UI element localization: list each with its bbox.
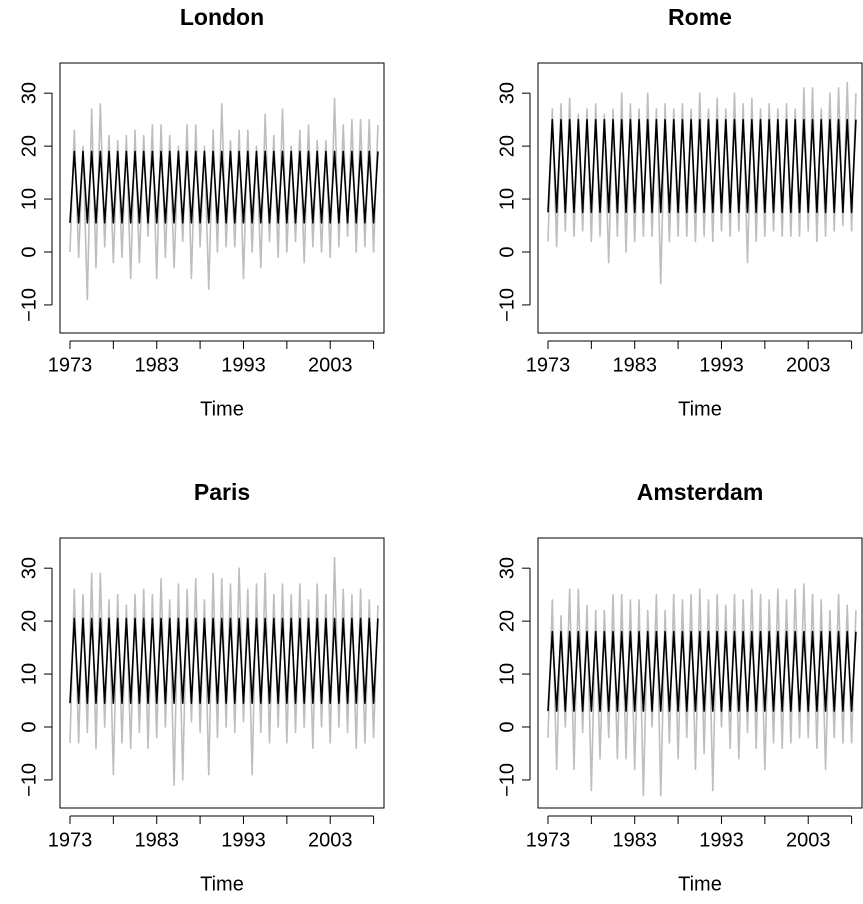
y-tick-label: 0 bbox=[496, 721, 518, 732]
x-tick-label: 2003 bbox=[786, 829, 831, 851]
y-tick-label: 20 bbox=[18, 135, 40, 157]
panel-title: Amsterdam bbox=[637, 479, 764, 505]
x-tick-label: 1973 bbox=[48, 354, 93, 376]
series-line bbox=[547, 630, 857, 712]
panel: Amsterdam Time 1973 1983 1993 2003 −10 0 10 20 30 bbox=[496, 479, 863, 895]
y-tick-label: 20 bbox=[496, 610, 518, 632]
y-tick-label: 10 bbox=[496, 188, 518, 210]
panel: London Time 1973 1983 1993 2003 −10 0 10 20 30 bbox=[18, 4, 385, 420]
y-tick-label: 10 bbox=[18, 188, 40, 210]
x-tick-label: 1993 bbox=[699, 829, 744, 851]
x-axis-label: Time bbox=[678, 398, 722, 420]
plot-frame bbox=[537, 62, 863, 334]
x-tick-label: 2003 bbox=[308, 829, 353, 851]
x-axis-label: Time bbox=[678, 873, 722, 895]
x-tick-label: 2003 bbox=[786, 354, 831, 376]
y-tick-label: 30 bbox=[18, 557, 40, 579]
panel: Rome Time 1973 1983 1993 2003 −10 0 10 20 30 bbox=[496, 4, 863, 420]
y-tick-label: −10 bbox=[18, 763, 40, 797]
x-tick-label: 1973 bbox=[526, 829, 571, 851]
y-tick-label: −10 bbox=[496, 288, 518, 322]
x-tick-label: 1973 bbox=[526, 354, 571, 376]
y-tick-label: 20 bbox=[496, 135, 518, 157]
y-tick-label: 10 bbox=[496, 663, 518, 685]
x-tick-label: 1993 bbox=[221, 829, 266, 851]
y-tick-label: −10 bbox=[18, 288, 40, 322]
x-axis-label: Time bbox=[200, 873, 244, 895]
x-tick-label: 1973 bbox=[48, 829, 93, 851]
panel-title: Rome bbox=[668, 4, 732, 30]
y-tick-label: 10 bbox=[18, 663, 40, 685]
x-tick-label: 1983 bbox=[134, 354, 179, 376]
plot-frame bbox=[59, 537, 385, 809]
x-tick-label: 1993 bbox=[221, 354, 266, 376]
y-tick-label: 30 bbox=[18, 82, 40, 104]
y-tick-label: 0 bbox=[18, 246, 40, 257]
series-line bbox=[69, 150, 379, 224]
panel-title: London bbox=[180, 4, 264, 30]
x-tick-label: 1993 bbox=[699, 354, 744, 376]
series-line bbox=[547, 118, 857, 214]
plot-frame bbox=[59, 62, 385, 334]
x-tick-label: 2003 bbox=[308, 354, 353, 376]
y-tick-label: 20 bbox=[18, 610, 40, 632]
plot-frame bbox=[537, 537, 863, 809]
y-tick-label: −10 bbox=[496, 763, 518, 797]
x-tick-label: 1983 bbox=[134, 829, 179, 851]
y-tick-label: 0 bbox=[496, 246, 518, 257]
panel: Paris Time 1973 1983 1993 2003 −10 0 10 20 30 bbox=[18, 479, 385, 895]
y-tick-label: 30 bbox=[496, 557, 518, 579]
y-tick-label: 0 bbox=[18, 721, 40, 732]
panel-title: Paris bbox=[194, 479, 250, 505]
x-tick-label: 1983 bbox=[612, 354, 657, 376]
series-line bbox=[69, 617, 379, 704]
x-axis-label: Time bbox=[200, 398, 244, 420]
y-tick-label: 30 bbox=[496, 82, 518, 104]
x-tick-label: 1983 bbox=[612, 829, 657, 851]
